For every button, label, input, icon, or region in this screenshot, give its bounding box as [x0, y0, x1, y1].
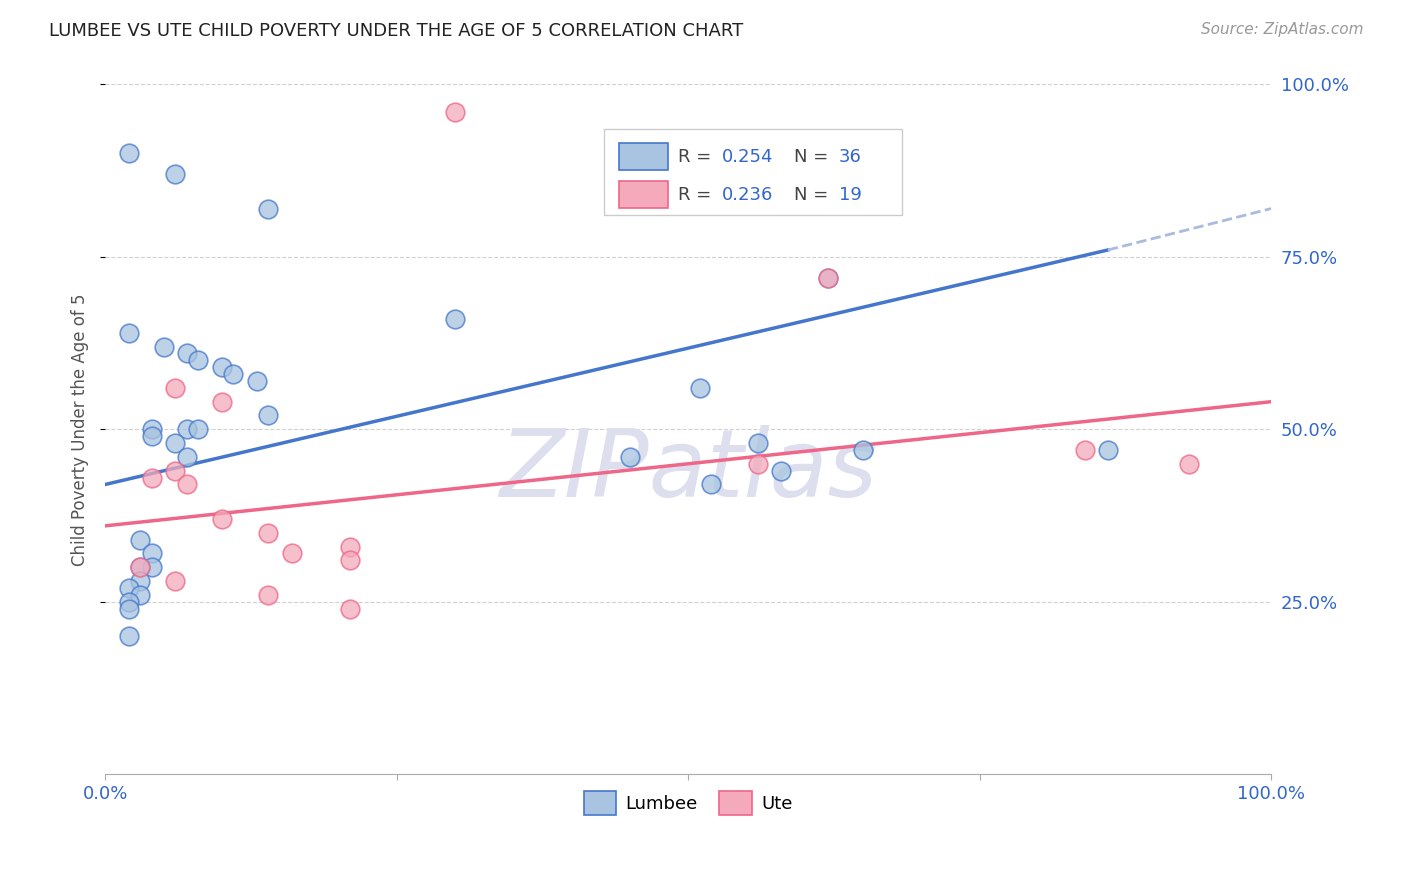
Point	[689, 381, 711, 395]
Point	[165, 381, 187, 395]
Point	[117, 601, 139, 615]
Point	[700, 477, 723, 491]
Point	[152, 339, 174, 353]
Point	[1097, 442, 1119, 457]
FancyBboxPatch shape	[620, 181, 668, 208]
Text: ZIPatlas: ZIPatlas	[499, 425, 877, 516]
Y-axis label: Child Poverty Under the Age of 5: Child Poverty Under the Age of 5	[72, 293, 89, 566]
Point	[141, 422, 163, 436]
Point	[770, 464, 793, 478]
Point	[129, 588, 152, 602]
Point	[817, 270, 839, 285]
Point	[211, 360, 233, 375]
Point	[129, 560, 152, 574]
Point	[165, 464, 187, 478]
Point	[246, 374, 269, 388]
Point	[817, 270, 839, 285]
Text: Source: ZipAtlas.com: Source: ZipAtlas.com	[1201, 22, 1364, 37]
Point	[176, 422, 198, 436]
Point	[141, 546, 163, 560]
Point	[187, 353, 209, 368]
Point	[129, 533, 152, 547]
Point	[187, 422, 209, 436]
Point	[211, 394, 233, 409]
Text: 36: 36	[838, 147, 862, 166]
Point	[257, 525, 280, 540]
Point	[852, 442, 875, 457]
Point	[339, 540, 361, 554]
Point	[1073, 442, 1095, 457]
Point	[117, 146, 139, 161]
Point	[257, 409, 280, 423]
Point	[176, 450, 198, 464]
Point	[141, 429, 163, 443]
Point	[117, 326, 139, 340]
Point	[117, 629, 139, 643]
Point	[339, 553, 361, 567]
Text: R =: R =	[678, 186, 717, 203]
Point	[281, 546, 304, 560]
Point	[747, 457, 769, 471]
Point	[129, 574, 152, 588]
Point	[257, 588, 280, 602]
Text: N =: N =	[794, 186, 834, 203]
Point	[176, 477, 198, 491]
Point	[619, 450, 641, 464]
Point	[165, 167, 187, 181]
Text: 0.254: 0.254	[721, 147, 773, 166]
Legend: Lumbee, Ute: Lumbee, Ute	[575, 782, 801, 823]
Point	[117, 595, 139, 609]
Point	[165, 436, 187, 450]
FancyBboxPatch shape	[605, 129, 901, 216]
Point	[165, 574, 187, 588]
FancyBboxPatch shape	[620, 144, 668, 169]
Text: 19: 19	[838, 186, 862, 203]
Text: N =: N =	[794, 147, 834, 166]
Point	[444, 312, 467, 326]
Point	[211, 512, 233, 526]
Point	[129, 560, 152, 574]
Text: 0.236: 0.236	[721, 186, 773, 203]
Text: LUMBEE VS UTE CHILD POVERTY UNDER THE AGE OF 5 CORRELATION CHART: LUMBEE VS UTE CHILD POVERTY UNDER THE AG…	[49, 22, 744, 40]
Point	[257, 202, 280, 216]
Text: R =: R =	[678, 147, 717, 166]
Point	[117, 581, 139, 595]
Point	[747, 436, 769, 450]
Point	[444, 105, 467, 120]
Point	[141, 560, 163, 574]
Point	[339, 601, 361, 615]
Point	[176, 346, 198, 360]
Point	[141, 470, 163, 484]
Point	[222, 367, 245, 381]
Point	[1178, 457, 1201, 471]
